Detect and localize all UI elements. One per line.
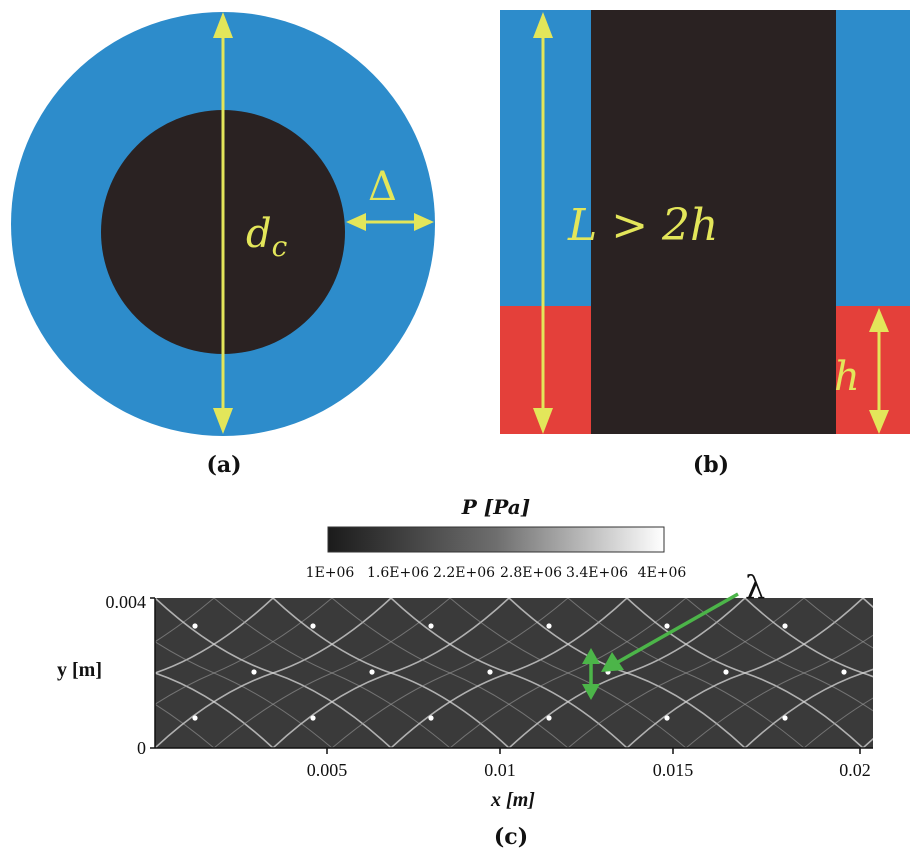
panel-b: L > 2h h (b): [500, 10, 910, 478]
x-tick-label: 0.02: [839, 760, 871, 780]
triple-point: [664, 715, 670, 721]
y-tick-label: 0: [137, 738, 146, 758]
y-tick-label: 0.004: [106, 592, 147, 612]
x-tick-label: 0.01: [484, 760, 516, 780]
panel-a: dc Δ (a): [11, 12, 435, 478]
triple-point: [192, 715, 198, 721]
triple-point: [723, 669, 729, 675]
triple-point: [251, 669, 257, 675]
axes: [150, 597, 873, 754]
diameter-arrow: [213, 12, 233, 434]
cell-front: [155, 598, 215, 643]
diameter-label: dc: [246, 211, 288, 263]
x-axis-label: x [m]: [490, 789, 535, 811]
cell-front: [685, 634, 873, 748]
gap-arrow: [346, 213, 434, 231]
outer-annulus-left: [500, 10, 591, 306]
colorbar-tick-label: 2.8E+06: [500, 565, 562, 581]
cell-front: [272, 598, 510, 748]
caption-b: (b): [693, 452, 729, 478]
triple-point: [782, 715, 788, 721]
triple-point: [487, 669, 493, 675]
caption-c: (c): [494, 824, 528, 850]
inner-core-section: [591, 10, 836, 434]
cell-front: [155, 598, 392, 748]
cell-front: [155, 598, 274, 674]
cell-front: [155, 598, 333, 705]
pressure-field: [155, 598, 873, 748]
gap-label: Δ: [368, 164, 397, 210]
cell-front: [803, 697, 873, 748]
colorbar-tick-label: 1E+06: [306, 565, 355, 581]
x-tick-label: 0.015: [653, 760, 694, 780]
colorbar-tick-label: 4E+06: [638, 565, 687, 581]
detonation-cell-pattern: [155, 598, 873, 748]
colorbar-tick-label: 3.4E+06: [566, 565, 628, 581]
triple-point: [428, 623, 434, 629]
triple-point: [664, 623, 670, 629]
length-arrow: [533, 12, 553, 434]
caption-a: (a): [206, 452, 241, 478]
triple-point: [192, 623, 198, 629]
y-axis-label: y [m]: [57, 659, 102, 681]
triple-point: [546, 623, 552, 629]
cell-front: [567, 598, 805, 748]
colorbar-title: P [Pa]: [461, 495, 530, 519]
triple-point: [782, 623, 788, 629]
cell-front: [449, 598, 687, 748]
outer-annulus-right: [836, 10, 910, 306]
colorbar-tick-label: 1.6E+06: [367, 565, 429, 581]
height-arrow: [869, 308, 889, 434]
cell-front: [155, 703, 215, 748]
cell-front: [155, 672, 274, 748]
wavelength-label: λ: [745, 568, 765, 606]
colorbar-ticks: 1E+06 1.6E+06 2.2E+06 2.8E+06 3.4E+06 4E…: [306, 565, 687, 581]
height-label: h: [834, 354, 860, 400]
cell-front: [213, 598, 451, 748]
triple-point: [841, 669, 847, 675]
cell-front: [803, 598, 873, 649]
colorbar-tick-label: 2.2E+06: [433, 565, 495, 581]
triple-point: [310, 715, 316, 721]
cell-front: [390, 598, 628, 748]
triple-point: [369, 669, 375, 675]
cell-front: [744, 668, 873, 748]
colorbar: [327, 526, 665, 553]
length-label: L > 2h: [567, 200, 718, 251]
triple-point: [310, 623, 316, 629]
wavelength-marker: [582, 592, 739, 700]
panel-c: P [Pa] 1E+06 1.6E+06 2.2E+06 2.8E+06 3.4…: [57, 495, 873, 850]
x-tick-label: 0.005: [307, 760, 348, 780]
cell-front: [331, 598, 569, 748]
triple-point: [546, 715, 552, 721]
triple-point: [428, 715, 434, 721]
cell-front: [626, 598, 864, 748]
cell-front: [508, 598, 746, 748]
